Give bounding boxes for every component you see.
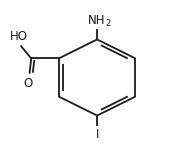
Text: O: O: [23, 78, 32, 91]
Text: NH: NH: [88, 14, 106, 27]
Text: HO: HO: [10, 30, 28, 43]
Text: 2: 2: [106, 19, 111, 28]
Text: I: I: [95, 128, 99, 141]
